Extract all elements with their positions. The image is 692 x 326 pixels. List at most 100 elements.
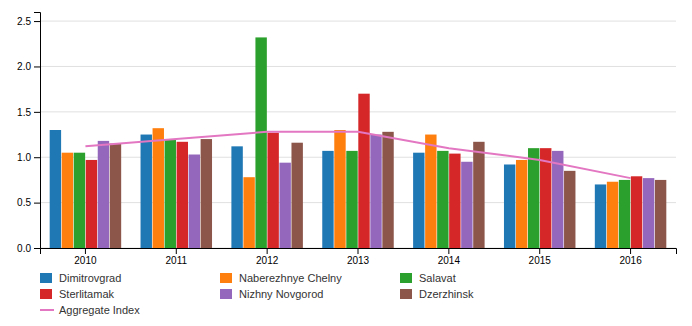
- legend-item: Dzerzhinsk: [400, 288, 474, 300]
- bar: [177, 142, 188, 248]
- tick-mark: [34, 248, 40, 249]
- bar: [279, 163, 290, 248]
- tick-label: 2011: [166, 255, 188, 266]
- bar: [243, 177, 254, 248]
- legend-item: Naberezhnye Chelny: [220, 272, 342, 284]
- tick-label: 2.0: [17, 61, 31, 72]
- bar: [291, 143, 302, 248]
- legend-item: Dimitrovgrad: [40, 272, 121, 284]
- bar: [552, 151, 563, 248]
- legend-swatch: [220, 273, 232, 283]
- legend-swatch: [40, 309, 54, 311]
- tick-mark: [358, 248, 359, 254]
- tick-label: 2.5: [17, 16, 31, 27]
- bar: [643, 178, 654, 248]
- legend-label: Sterlitamak: [59, 288, 115, 300]
- bar: [201, 139, 212, 248]
- grid-line: [40, 21, 676, 22]
- tick-mark: [448, 248, 449, 254]
- tick: 1.5: [17, 107, 40, 118]
- legend-item: Salavat: [400, 272, 456, 284]
- bar: [86, 160, 97, 248]
- tick-mark: [630, 248, 631, 254]
- bar: [322, 151, 333, 248]
- tick: 2013: [347, 248, 370, 266]
- bar: [346, 151, 357, 248]
- grid-line: [40, 202, 676, 203]
- bar: [334, 130, 345, 248]
- bar: [461, 162, 472, 248]
- tick: 2010: [74, 248, 97, 266]
- plot-area: 0.00.51.01.52.02.52010201120122013201420…: [17, 13, 676, 267]
- legend-label: Aggregate Index: [59, 304, 140, 316]
- tick-label: 1.5: [17, 107, 31, 118]
- tick-mark: [267, 248, 268, 254]
- legend-item: Aggregate Index: [40, 304, 140, 316]
- tick-mark: [34, 21, 40, 22]
- axis-line: [34, 13, 41, 249]
- bar: [267, 133, 278, 248]
- tick: 2.5: [17, 16, 40, 27]
- legend-label: Dimitrovgrad: [59, 272, 121, 284]
- bar: [165, 139, 176, 248]
- tick-mark: [85, 248, 86, 254]
- grid-line: [40, 66, 676, 67]
- bar: [655, 180, 666, 248]
- legend-label: Salavat: [419, 272, 456, 284]
- legend-item: Sterlitamak: [40, 288, 115, 300]
- tick-mark: [34, 112, 40, 113]
- legend-swatch: [400, 289, 412, 299]
- tick: 0.5: [17, 197, 40, 208]
- legend-label: Nizhny Novgorod: [239, 288, 323, 300]
- x-axis: 2010201120122013201420152016: [41, 248, 677, 266]
- bar: [619, 180, 630, 248]
- bar: [370, 135, 381, 248]
- tick-label: 0.5: [17, 197, 31, 208]
- bar: [74, 153, 85, 248]
- bar-series: [110, 132, 667, 248]
- legend-swatch: [40, 289, 52, 299]
- bar: [110, 144, 121, 248]
- bar: [98, 141, 109, 248]
- bar: [504, 164, 515, 248]
- bar: [50, 130, 61, 248]
- line: [85, 132, 630, 178]
- marks: [50, 37, 667, 248]
- tick: 2011: [166, 248, 188, 266]
- tick-label: 2016: [619, 255, 642, 266]
- chart: 0.00.51.01.52.02.52010201120122013201420…: [0, 0, 692, 326]
- bar-series: [98, 135, 655, 248]
- tick: 1.0: [17, 152, 40, 163]
- bar: [516, 160, 527, 248]
- bar: [564, 171, 575, 248]
- legend-swatch: [400, 273, 412, 283]
- legend-swatch: [40, 273, 52, 283]
- tick-mark: [34, 66, 40, 67]
- grid: [40, 21, 676, 248]
- tick: 0.0: [17, 243, 40, 254]
- tick: 2016: [619, 248, 642, 266]
- bar: [595, 184, 606, 248]
- bar: [425, 135, 436, 248]
- y-axis: 0.0 0.5 1.0 1.5 2.0 2.5: [17, 13, 40, 254]
- grid-line: [40, 111, 676, 112]
- bar: [413, 153, 424, 248]
- bar: [607, 182, 618, 248]
- tick-mark: [176, 248, 177, 254]
- tick-label: 0.0: [17, 243, 31, 254]
- tick-mark: [34, 203, 40, 204]
- legend-swatch: [220, 289, 232, 299]
- bar-series: [62, 128, 619, 248]
- legend-item: Nizhny Novgorod: [220, 288, 323, 300]
- tick: 2.0: [17, 61, 40, 72]
- bar: [141, 135, 152, 248]
- axis-line: [41, 249, 677, 255]
- bar: [540, 148, 551, 248]
- bar: [631, 176, 642, 248]
- legend: Dimitrovgrad Naberezhnye Chelny Salavat Ste…: [40, 272, 474, 316]
- bar: [528, 148, 539, 248]
- tick-label: 2015: [529, 255, 552, 266]
- bar: [255, 37, 266, 248]
- bar-series: [74, 37, 631, 248]
- tick-label: 2014: [438, 255, 461, 266]
